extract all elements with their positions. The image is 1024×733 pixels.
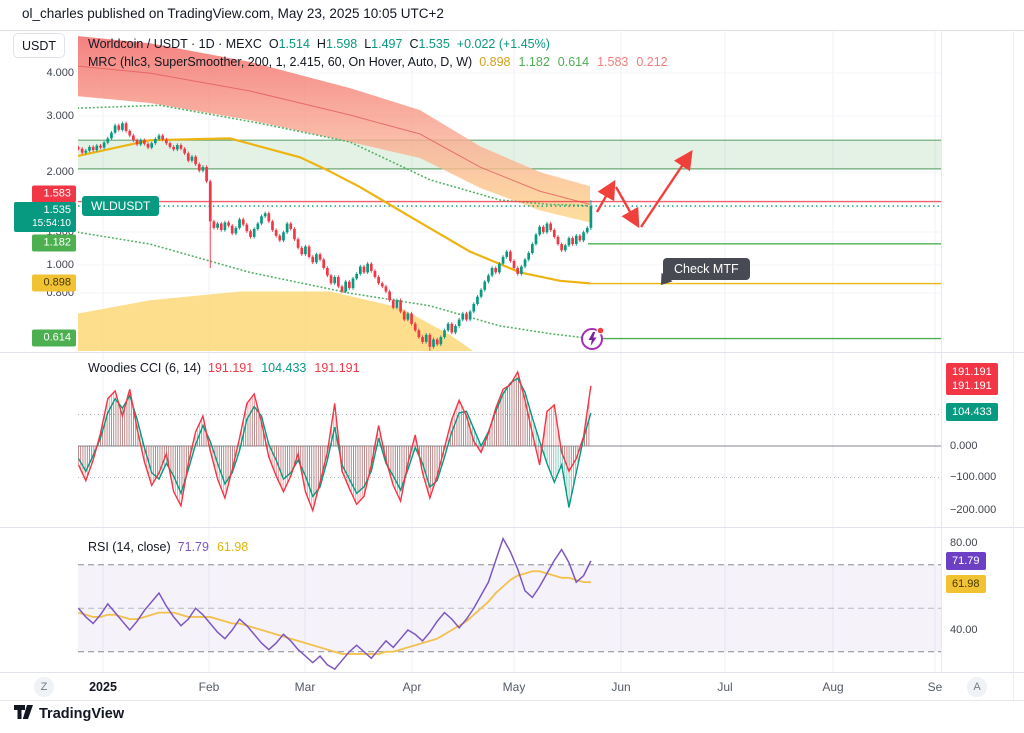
check-mtf-tooltip[interactable]: Check MTF: [655, 258, 750, 290]
cci-axis-label: −100.000: [950, 471, 997, 483]
mrc-indicator-values: 0.898 1.182 0.614 1.583 0.212: [479, 55, 675, 69]
timeline-right-pill[interactable]: A: [967, 677, 987, 697]
price-tick-label: 4.000: [46, 67, 74, 79]
mrc-value: 1.583: [597, 55, 629, 69]
rsi-value: 61.98: [216, 540, 249, 554]
ohlc-high: H1.598: [316, 37, 358, 51]
brand-text: TradingView: [39, 705, 125, 722]
legend-rsi-row[interactable]: RSI (14, close) 71.79 61.98: [88, 540, 256, 554]
price-tick-label: 1.000: [46, 259, 74, 271]
rsi-indicator-title: RSI (14, close): [88, 540, 171, 554]
price-pane: [78, 36, 941, 351]
cci-value: 191.191: [208, 361, 254, 375]
timeline-month-label[interactable]: May: [502, 680, 526, 694]
indicator-value-badge: 61.98: [946, 575, 986, 593]
legend-symbol-row[interactable]: Worldcoin / USDT · 1D · MEXC O1.514 H1.5…: [88, 37, 550, 51]
timeline-month-label[interactable]: Feb: [198, 680, 220, 694]
rsi-axis-label: 80.00: [950, 537, 978, 549]
ohlc-close: C1.535: [409, 37, 450, 51]
cci-axis-label: 0.000: [950, 440, 978, 452]
footer-brand[interactable]: TradingView: [14, 705, 124, 722]
cci-value: 191.191: [314, 361, 360, 375]
indicator-value-badge: 191.191 191.191: [946, 363, 998, 395]
mtf-lightning-icon[interactable]: [580, 325, 606, 351]
currency-toggle-button[interactable]: USDT: [13, 33, 65, 58]
ohlc-low: L1.497: [364, 37, 403, 51]
price-tick-label: 2.000: [46, 166, 74, 178]
timeline-month-label[interactable]: 2025: [89, 680, 117, 694]
price-badge: 1.182: [32, 234, 76, 252]
timeline-month-label[interactable]: Jun: [611, 680, 631, 694]
woodies-cci-pane: [78, 370, 941, 513]
publish-header: ol_charles published on TradingView.com,…: [22, 6, 444, 26]
timeline-left-pill[interactable]: Z: [34, 677, 54, 697]
gridlines: [0, 30, 1024, 701]
price-badge: 0.614: [32, 329, 76, 347]
publish-text: ol_charles published on TradingView.com,…: [22, 6, 444, 21]
mrc-value: 0.614: [557, 55, 590, 69]
timeline-month-label[interactable]: Mar: [294, 680, 316, 694]
projection-arrows[interactable]: [595, 150, 693, 229]
price-badge: 1.583: [32, 185, 76, 203]
timeline-month-label[interactable]: Jul: [717, 680, 733, 694]
timeline-month-label[interactable]: Se: [927, 680, 943, 694]
indicator-value-badge: 104.433: [946, 403, 998, 421]
tooltip-text: Check MTF: [674, 262, 739, 276]
mrc-value: 0.898: [479, 55, 511, 69]
legend-mrc-row[interactable]: MRC (hlc3, SuperSmoother, 200, 1, 2.415,…: [88, 55, 676, 69]
price-badge: 0.898: [32, 274, 76, 292]
cci-value: 104.433: [261, 361, 307, 375]
cci-axis-label: −200.000: [950, 504, 997, 516]
tradingview-logo-icon: [14, 705, 33, 719]
price-badge: 1.535 15:54:10: [14, 202, 76, 232]
rsi-value: 71.79: [177, 540, 209, 554]
mrc-indicator-title: MRC (hlc3, SuperSmoother, 200, 1, 2.415,…: [88, 55, 473, 69]
cci-indicator-values: 191.191 104.433 191.191: [208, 361, 368, 375]
price-tick-label: 3.000: [46, 110, 74, 122]
symbol-price-label: WLDUSDT: [82, 196, 160, 216]
mrc-value: 1.182: [518, 55, 550, 69]
timeline-month-label[interactable]: Apr: [402, 680, 422, 694]
rsi-pane: [78, 536, 941, 671]
ohlc-open: O1.514: [268, 37, 310, 51]
indicator-value-badge: 71.79: [946, 552, 986, 570]
rsi-axis-label: 40.00: [950, 624, 978, 636]
rsi-indicator-values: 71.79 61.98: [178, 540, 257, 554]
timeline-month-label[interactable]: Aug: [822, 680, 844, 694]
legend-cci-row[interactable]: Woodies CCI (6, 14) 191.191 104.433 191.19…: [88, 361, 368, 375]
cci-indicator-title: Woodies CCI (6, 14): [88, 361, 202, 375]
candlestick-series: [78, 121, 593, 351]
change-value: +0.022 (+1.45%): [456, 37, 550, 51]
symbol-title: Worldcoin / USDT · 1D · MEXC: [88, 37, 262, 51]
mrc-value: 0.212: [636, 55, 668, 69]
